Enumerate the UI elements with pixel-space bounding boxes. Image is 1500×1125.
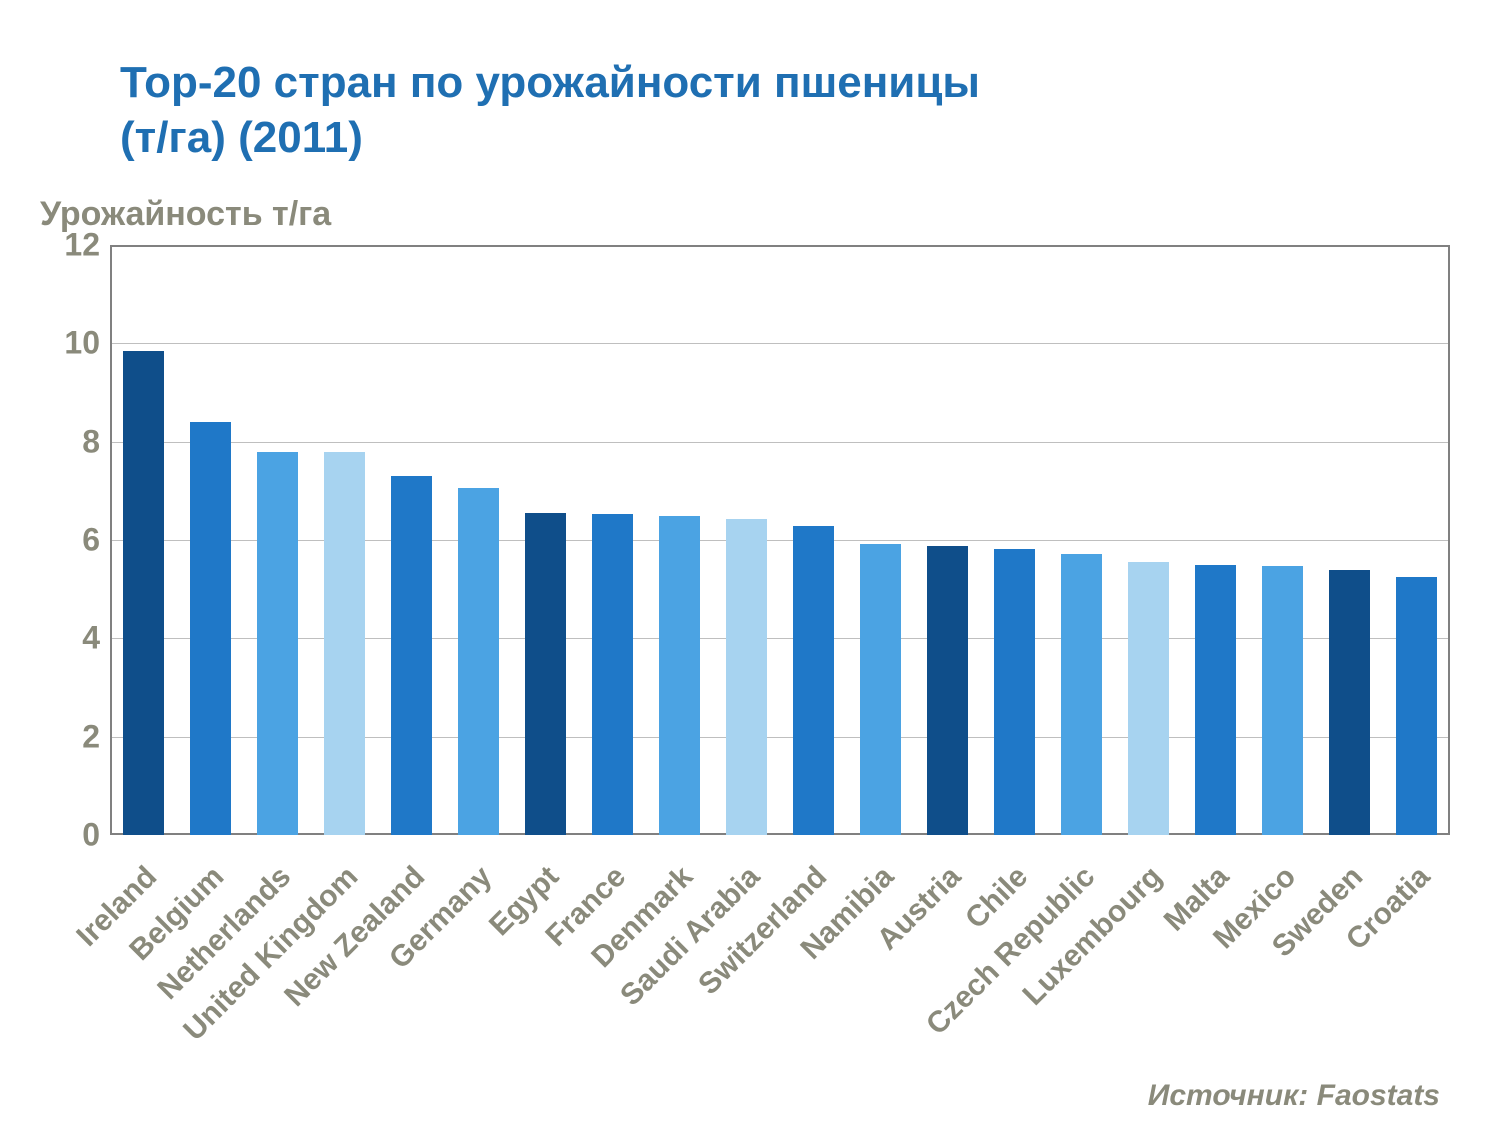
bar <box>525 513 567 835</box>
gridline <box>110 540 1450 541</box>
y-tick-label: 2 <box>40 718 100 755</box>
bar <box>257 452 299 836</box>
y-tick-label: 10 <box>40 325 100 362</box>
bar <box>994 549 1036 835</box>
bar <box>190 422 232 835</box>
gridline <box>110 737 1450 738</box>
bar <box>1329 570 1371 835</box>
page: Тор-20 стран по урожайности пшеницы (т/г… <box>0 0 1500 1125</box>
x-axis-baseline <box>110 833 1450 835</box>
bar <box>1061 554 1103 835</box>
chart-title: Тор-20 стран по урожайности пшеницы (т/г… <box>120 55 980 165</box>
bar <box>860 544 902 835</box>
y-tick-label: 8 <box>40 423 100 460</box>
bar <box>123 351 165 835</box>
gridline <box>110 343 1450 344</box>
plot-border <box>110 245 112 835</box>
gridline <box>110 638 1450 639</box>
bar <box>927 546 969 835</box>
plot-border <box>1448 245 1450 835</box>
bar <box>726 519 768 835</box>
gridline <box>110 442 1450 443</box>
plot-area: 024681012IrelandBelgiumNetherlandsUnited… <box>110 245 1450 835</box>
bar <box>659 516 701 835</box>
bar <box>1262 566 1304 835</box>
bar <box>1195 565 1237 835</box>
bar <box>391 476 433 835</box>
y-tick-label: 4 <box>40 620 100 657</box>
bar <box>592 514 634 835</box>
bar <box>1128 562 1170 835</box>
y-tick-label: 0 <box>40 817 100 854</box>
bar <box>458 488 500 835</box>
source-label: Источник: Faostats <box>1148 1079 1440 1113</box>
plot-border <box>110 245 1450 247</box>
y-tick-label: 12 <box>40 227 100 264</box>
bar <box>324 452 366 835</box>
bar <box>1396 577 1438 835</box>
bar <box>793 526 835 835</box>
y-tick-label: 6 <box>40 522 100 559</box>
